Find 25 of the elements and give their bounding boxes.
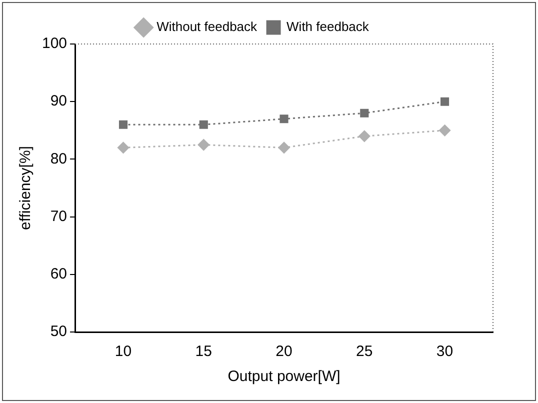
point [118, 120, 128, 129]
x-tick-label: 20 [276, 343, 292, 360]
y-tick-label: 100 [42, 35, 68, 52]
point [278, 142, 290, 154]
point [198, 139, 210, 151]
point [440, 97, 450, 106]
y-axis-title: efficiency[%] [17, 146, 34, 230]
x-tick-label: 10 [114, 343, 132, 360]
legend-label: With feedback [286, 19, 370, 34]
y-tick-label: 60 [50, 266, 68, 283]
x-tick-label: 25 [356, 343, 373, 360]
point [358, 130, 370, 142]
y-tick-label: 80 [50, 150, 68, 168]
point [439, 124, 451, 136]
point [360, 108, 369, 118]
y-tick-label: 90 [50, 92, 68, 110]
point [199, 120, 208, 129]
point [118, 142, 130, 154]
legend-label: Without feedback [156, 19, 258, 34]
y-tick-label: 70 [50, 208, 68, 225]
x-tick-label: 15 [195, 343, 212, 360]
x-tick-label: 30 [436, 343, 454, 360]
x-axis-title: Output power[W] [228, 368, 340, 386]
point [280, 114, 288, 124]
y-tick-label: 50 [50, 323, 68, 340]
